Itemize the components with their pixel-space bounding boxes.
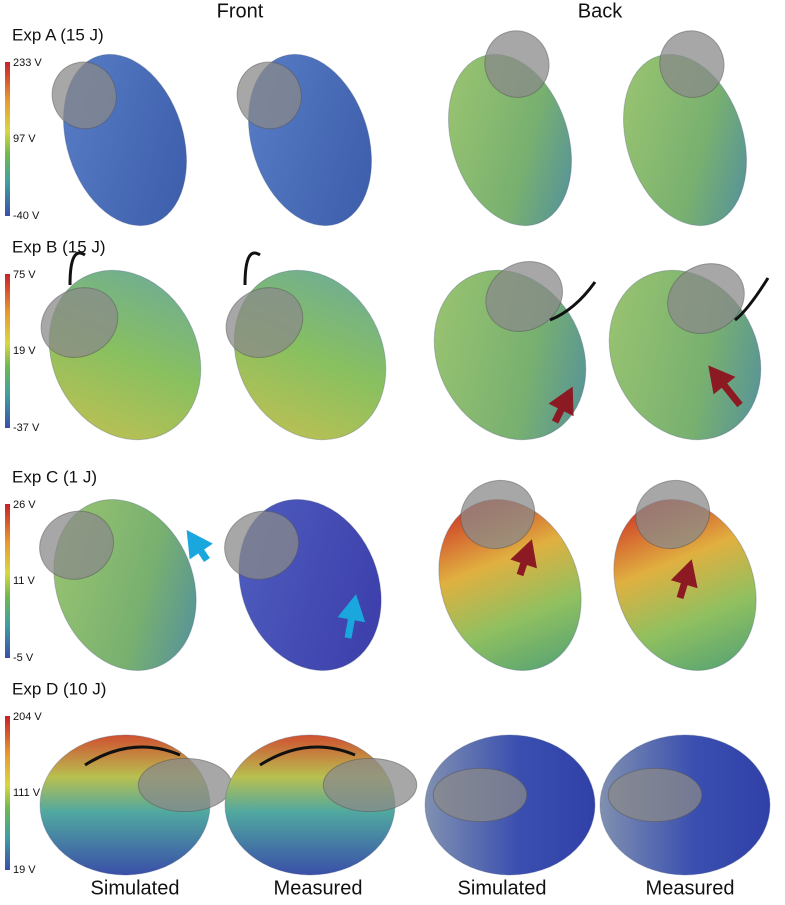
atria bbox=[224, 510, 299, 580]
lead bbox=[734, 277, 770, 322]
colorbar-label: 204 V bbox=[13, 711, 42, 723]
ventricle bbox=[622, 53, 748, 227]
column-label: Simulated bbox=[458, 877, 547, 899]
atria bbox=[659, 30, 725, 98]
heart bbox=[39, 499, 197, 671]
heart bbox=[438, 479, 582, 671]
arrow-head bbox=[708, 365, 736, 395]
colorbar-label: -40 V bbox=[13, 210, 40, 222]
atria bbox=[485, 261, 564, 332]
ventricle bbox=[53, 499, 197, 671]
arrow-head bbox=[337, 594, 366, 623]
atria bbox=[51, 61, 117, 130]
atria bbox=[432, 767, 528, 823]
atria bbox=[484, 30, 550, 98]
colorbar-label: -37 V bbox=[13, 422, 40, 434]
heart bbox=[225, 269, 387, 441]
colorbar bbox=[5, 62, 10, 216]
atria bbox=[322, 757, 418, 813]
heart bbox=[447, 30, 573, 227]
column-label: Measured bbox=[274, 877, 363, 899]
lead bbox=[68, 251, 86, 286]
heart bbox=[224, 499, 382, 671]
column-header: Front bbox=[217, 0, 264, 22]
atria bbox=[460, 479, 536, 550]
atria bbox=[607, 767, 703, 823]
colorbar-label: -5 V bbox=[13, 652, 34, 664]
heart bbox=[40, 269, 202, 441]
colorbar-label: 19 V bbox=[13, 345, 36, 357]
atria bbox=[236, 61, 302, 130]
heart bbox=[224, 734, 418, 876]
row-label: Exp A (15 J) bbox=[12, 25, 104, 44]
colorbar-label: 26 V bbox=[13, 499, 36, 511]
column-header: Back bbox=[578, 0, 623, 22]
colorbar-label: 111 V bbox=[13, 787, 41, 799]
atria bbox=[40, 287, 119, 358]
atria bbox=[137, 757, 233, 813]
colorbar-label: 75 V bbox=[13, 269, 36, 281]
heart bbox=[599, 734, 771, 876]
heart bbox=[622, 30, 748, 227]
atria bbox=[667, 263, 745, 334]
heart bbox=[39, 734, 233, 876]
colorbar bbox=[5, 504, 10, 658]
heart bbox=[433, 261, 587, 441]
column-label: Measured bbox=[646, 877, 735, 899]
lead bbox=[549, 281, 597, 322]
arrow-head bbox=[510, 539, 537, 569]
ventricle bbox=[238, 499, 382, 671]
ventricle bbox=[48, 269, 202, 441]
arrow-head bbox=[670, 559, 698, 589]
colorbar-label: 19 V bbox=[13, 864, 36, 876]
colorbar bbox=[5, 274, 10, 428]
colorbar-label: 11 V bbox=[13, 575, 35, 587]
ventricle bbox=[233, 269, 387, 441]
arrow-head bbox=[186, 530, 213, 560]
row-label: Exp D (10 J) bbox=[12, 679, 106, 698]
colorbar bbox=[5, 716, 10, 870]
row-label: Exp B (15 J) bbox=[12, 237, 106, 256]
heart bbox=[608, 263, 762, 441]
colorbar-label: 97 V bbox=[13, 133, 36, 145]
heart bbox=[236, 53, 373, 227]
heart bbox=[424, 734, 596, 876]
lead bbox=[84, 745, 181, 767]
arrow-head bbox=[548, 386, 574, 417]
lead bbox=[259, 745, 356, 767]
heart bbox=[51, 53, 188, 227]
lead bbox=[243, 251, 261, 286]
colorbar-label: 233 V bbox=[13, 57, 42, 69]
row-label: Exp C (1 J) bbox=[12, 467, 97, 486]
atria bbox=[635, 479, 711, 550]
atria bbox=[225, 287, 304, 358]
ventricle bbox=[447, 53, 573, 227]
column-label: Simulated bbox=[91, 877, 180, 899]
atria bbox=[39, 510, 114, 580]
